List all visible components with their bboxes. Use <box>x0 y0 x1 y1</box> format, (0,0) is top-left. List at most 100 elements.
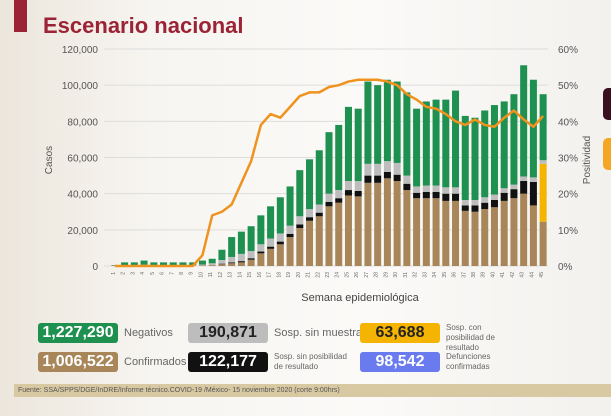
x-tick-label: 45 <box>539 272 545 278</box>
positividad-line <box>114 78 545 268</box>
x-tick-label: 34 <box>432 272 438 278</box>
bar-confirmados <box>510 198 518 266</box>
x-tick-label: 31 <box>403 272 409 278</box>
x-tick-label: 26 <box>354 272 360 278</box>
bar-sin_posibilidad <box>228 262 236 264</box>
bar-confirmados <box>442 200 450 266</box>
bar-sin_muestra <box>218 260 226 264</box>
bar-sin_muestra <box>276 233 284 242</box>
bar-sin_muestra <box>267 238 275 247</box>
x-tick-label: 5 <box>150 272 156 275</box>
bar-sin_posibilidad <box>276 241 284 245</box>
x-tick-label: 7 <box>169 272 175 275</box>
bar-confirmados <box>228 263 236 266</box>
bar-negativos <box>160 262 168 266</box>
summary-value-confirmados: 1,006,522 <box>38 352 118 372</box>
x-tick-label: 38 <box>471 272 477 278</box>
bar-sin_muestra <box>403 175 411 184</box>
bar-negativos <box>286 186 294 226</box>
bar-confirmados <box>296 228 304 266</box>
bar-confirmados <box>198 265 206 266</box>
bar-sin_muestra <box>422 185 430 192</box>
bar-sin_muestra <box>247 250 255 259</box>
bar-sin_posibilidad <box>481 202 489 210</box>
bar-confirmados <box>500 200 508 266</box>
bar-confirmados <box>335 202 343 266</box>
bar-confirmados <box>325 206 333 266</box>
x-tick-label: 4 <box>140 272 146 275</box>
bar-negativos <box>267 206 275 239</box>
bar-negativos <box>335 124 343 191</box>
x-tick-label: 9 <box>189 272 195 275</box>
bar-negativos <box>413 108 421 187</box>
bar-confirmados <box>218 264 226 266</box>
x-tick-label: 12 <box>218 272 224 278</box>
x-tick-label: 25 <box>344 272 350 278</box>
source-footer: Fuente: SSA/SPPS/DGE/InDRE/Informe técni… <box>14 384 611 397</box>
x-tick-label: 22 <box>315 272 321 278</box>
x-tick-label: 3 <box>130 272 136 275</box>
bar-negativos <box>471 117 479 200</box>
bar-confirmados <box>247 259 255 266</box>
bar-negativos <box>218 249 226 261</box>
bar-negativos <box>130 262 138 266</box>
bar-sin_muestra <box>442 187 450 194</box>
bar-sin_muestra <box>452 187 460 194</box>
y-tick-label: 80,000 <box>67 117 98 128</box>
y-tick-label: 0 <box>92 262 98 273</box>
bar-negativos <box>198 260 206 265</box>
bar-sin_muestra <box>354 181 362 191</box>
bar-sin_posibilidad <box>500 192 508 201</box>
bar-negativos <box>276 197 284 234</box>
x-tick-label: 44 <box>529 272 535 278</box>
y2-tick-label: 40% <box>558 117 578 128</box>
bar-confirmados <box>237 262 245 266</box>
bar-confirmados <box>315 216 323 266</box>
bar-sin_muestra <box>471 199 479 206</box>
x-tick-label: 42 <box>510 272 516 278</box>
bar-sin_muestra <box>344 181 352 191</box>
bar-sin_muestra <box>315 204 323 213</box>
bar-confirmados <box>413 198 421 266</box>
bar-negativos <box>179 262 187 266</box>
bar-negativos <box>383 79 391 162</box>
bar-negativos <box>422 101 430 186</box>
bar-negativos <box>296 170 304 217</box>
x-tick-label: 20 <box>296 272 302 278</box>
x-tick-label: 39 <box>481 272 487 278</box>
bar-confirmados <box>208 265 216 266</box>
x-tick-label: 28 <box>374 272 380 278</box>
x-tick-label: 27 <box>364 272 370 278</box>
bar-sin_muestra <box>539 160 547 164</box>
bar-negativos <box>354 108 362 182</box>
bar-sin_posibilidad <box>383 171 391 179</box>
bar-sin_posibilidad <box>257 251 265 254</box>
bar-sin_muestra <box>500 188 508 193</box>
bar-negativos <box>257 215 265 245</box>
x-tick-label: 15 <box>247 272 253 278</box>
summary-value-sin_muestra: 190,871 <box>188 323 268 343</box>
x-tick-label: 14 <box>237 272 243 278</box>
bar-sin_posibilidad <box>315 212 323 217</box>
summary-label-negativos: Negativos <box>124 327 173 339</box>
summary-label-sin_posibilidad: Sosp. sin posibilidad de resultado <box>274 352 347 371</box>
bar-sin_muestra <box>461 199 469 206</box>
bar-negativos <box>539 94 547 161</box>
bar-sin_posibilidad <box>520 181 528 194</box>
x-tick-label: 11 <box>208 272 214 277</box>
bar-confirmados <box>286 237 294 266</box>
bar-negativos <box>500 101 508 189</box>
bar-sin_muestra <box>296 216 304 225</box>
bar-sin_posibilidad <box>237 261 245 263</box>
y-tick-label: 40,000 <box>67 190 98 201</box>
summary-value-negativos: 1,227,290 <box>38 323 118 343</box>
bar-confirmados <box>374 182 382 266</box>
bar-confirmados <box>344 195 352 266</box>
bar-sin_muestra <box>413 186 421 193</box>
y2-tick-label: 20% <box>558 190 578 201</box>
y-tick-label: 20,000 <box>67 226 98 237</box>
x-tick-label: 40 <box>490 272 496 278</box>
bar-confirmados <box>403 190 411 266</box>
bar-confirmados <box>383 178 391 266</box>
bar-sin_posibilidad <box>364 175 372 183</box>
